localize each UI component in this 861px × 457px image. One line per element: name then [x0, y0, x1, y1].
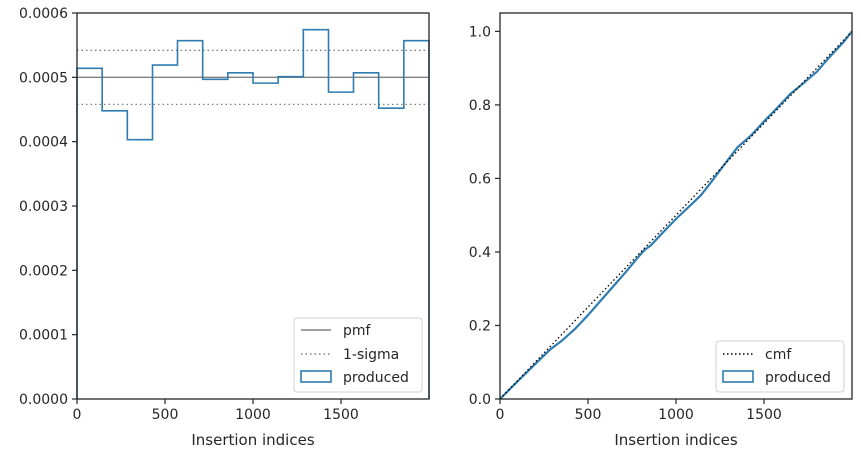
- legend-pmf-label: pmf: [343, 323, 372, 339]
- right-y-tick-label: 0.4: [469, 245, 491, 261]
- left-y-tick-label: 0.0001: [19, 328, 68, 344]
- right-y-tick-label: 0.6: [469, 171, 491, 187]
- legend-produced-cdf-swatch: [722, 370, 754, 383]
- right-y-tick-label: 0.2: [469, 318, 491, 334]
- right-x-tick-label: 1500: [746, 407, 782, 423]
- left-y-tick-label: 0.0003: [19, 199, 68, 215]
- produced-histogram: [76, 28, 430, 399]
- left-x-tick-label: 1500: [323, 407, 359, 423]
- legend-produced-swatch: [300, 370, 332, 383]
- cmf-line: [499, 30, 853, 400]
- left-x-tick-label: 1000: [235, 407, 271, 423]
- right-y-tick-label: 0.0: [469, 392, 491, 408]
- left-y-tick-label: 0.0002: [19, 263, 68, 279]
- right-y-ticks: 0.0 0.2 0.4 0.6 0.8 1.0: [469, 24, 500, 408]
- legend-produced-cdf-label: produced: [765, 370, 831, 386]
- left-y-tick-label: 0.0004: [19, 135, 68, 151]
- produced-cdf-line: [499, 30, 853, 400]
- left-y-tick-label: 0.0000: [19, 392, 68, 408]
- left-chart-panel: 0 500 1000 1500 0.00000.00010.00020.00030.0…: [19, 6, 430, 449]
- right-legend: cmf produced: [715, 340, 845, 393]
- left-x-axis-label: Insertion indices: [191, 431, 314, 449]
- right-plot-area: [499, 30, 853, 400]
- right-x-ticks: 0 500 1000 1500: [496, 399, 782, 423]
- right-y-tick-label: 0.8: [469, 98, 491, 114]
- left-x-tick-label: 0: [73, 407, 82, 423]
- left-y-ticks: 0.0000 0.0001 0.0002 0.0003 0.0004 0.0005 0.00…: [19, 6, 77, 408]
- right-x-tick-label: 1000: [658, 407, 694, 423]
- legend-1-sigma-label: 1-sigma: [343, 347, 399, 363]
- left-x-ticks: 0 500 1000 1500: [73, 399, 359, 423]
- left-x-tick-label: 500: [152, 407, 179, 423]
- right-y-tick-label: 1.0: [469, 24, 491, 40]
- left-y-tick-label: 0.0006: [19, 6, 68, 22]
- left-plot-area: [76, 28, 430, 399]
- right-x-axis-label: Insertion indices: [614, 431, 737, 449]
- left-legend-box: [293, 317, 423, 393]
- left-y-tick-label: 0.0005: [19, 70, 68, 86]
- legend-cmf-label: cmf: [765, 347, 792, 363]
- right-chart-panel: 0 500 1000 1500 0.0 0.2 0.4 0.6 0.8 1.0 Insertio…: [469, 12, 853, 449]
- right-x-tick-label: 0: [496, 407, 505, 423]
- left-legend: pmf 1-sigma produced: [293, 317, 423, 393]
- right-x-tick-label: 500: [575, 407, 602, 423]
- legend-produced-label: produced: [343, 370, 409, 386]
